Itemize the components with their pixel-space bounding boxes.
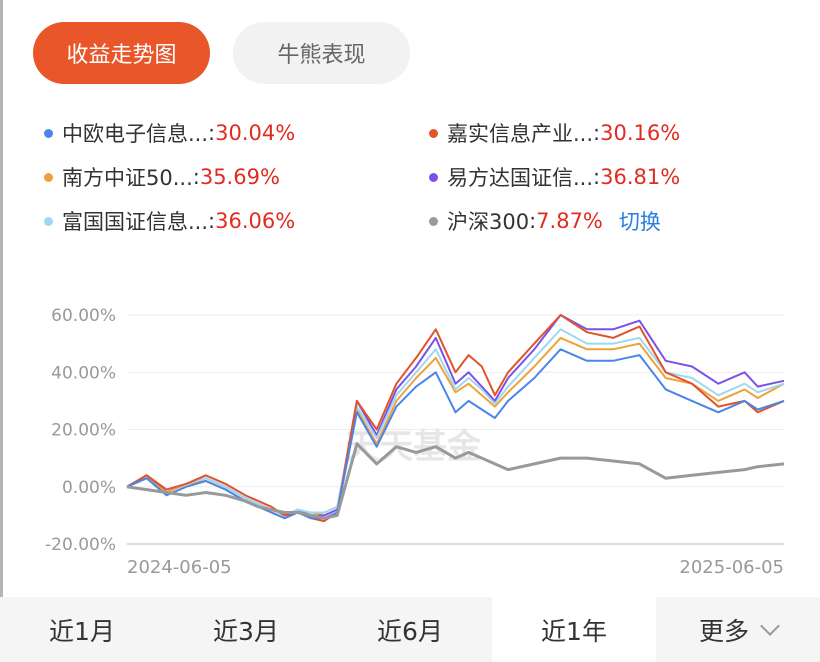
legend-name: 沪深300 xyxy=(447,210,530,234)
y-axis: 60.00% 40.00% 20.00% 0.00% -20.00% xyxy=(45,306,116,555)
period-more[interactable]: 更多 xyxy=(656,597,820,662)
series-line xyxy=(126,348,785,520)
legend-item: 中欧电子信息...: 30.04% xyxy=(44,118,295,148)
series-dot-icon xyxy=(429,128,438,138)
series-dot-icon xyxy=(429,216,438,226)
legend-name: 富国国证信息... xyxy=(62,210,209,234)
series-dot-icon xyxy=(44,128,53,138)
y-tick-label: 20.00% xyxy=(51,421,116,441)
legend-value: 7.87% xyxy=(536,209,603,233)
legend-value: 36.06% xyxy=(215,209,296,233)
legend-value: 35.69% xyxy=(199,165,280,189)
period-1y[interactable]: 近1年 xyxy=(492,597,656,662)
period-1m[interactable]: 近1月 xyxy=(49,616,115,646)
period-3m[interactable]: 近3月 xyxy=(213,616,279,646)
tab-bull-bear[interactable]: 牛熊表现 xyxy=(233,22,410,84)
y-tick-label: 40.00% xyxy=(51,363,116,383)
series-line xyxy=(126,328,785,517)
series-dot-icon xyxy=(44,172,53,182)
y-tick-label: -20.00% xyxy=(45,535,116,555)
series-line xyxy=(126,314,785,517)
switch-link[interactable]: 切换 xyxy=(618,210,661,234)
period-more-label: 更多 xyxy=(698,616,749,646)
period-selector: 近1月 近3月 近6月 近1年 更多 xyxy=(0,597,820,662)
window-edge xyxy=(0,0,3,662)
series-dot-icon xyxy=(44,216,53,226)
x-tick-label-start: 2024-06-05 xyxy=(127,557,232,578)
legend-item: 易方达国证信...: 36.81% xyxy=(429,162,680,192)
series-line xyxy=(126,314,785,523)
tab-return-trend[interactable]: 收益走势图 xyxy=(33,22,210,84)
legend-name: 中欧电子信息... xyxy=(62,122,209,146)
legend-item: 嘉实信息产业...: 30.16% xyxy=(429,118,680,148)
legend-value: 30.04% xyxy=(215,121,296,145)
chart-tabs: 收益走势图 牛熊表现 xyxy=(33,22,410,84)
period-6m[interactable]: 近6月 xyxy=(377,616,443,646)
y-tick-label: 60.00% xyxy=(51,306,116,326)
legend-item: 南方中证50...: 35.69% xyxy=(44,162,280,192)
chevron-down-icon xyxy=(760,615,780,636)
legend-item: 富国国证信息...: 36.06% xyxy=(44,206,295,236)
legend-value: 30.16% xyxy=(600,121,681,145)
legend-name: 南方中证50... xyxy=(62,166,193,190)
x-axis: 2024-06-05 2025-06-05 xyxy=(127,557,784,578)
series-line xyxy=(126,442,785,520)
y-tick-label: 0.00% xyxy=(62,478,116,498)
series-dot-icon xyxy=(429,172,438,182)
series-group xyxy=(126,314,785,523)
x-tick-label-end: 2025-06-05 xyxy=(679,557,784,578)
legend-item: 沪深300: 7.87% 切换 xyxy=(429,206,661,236)
watermark-text: 天天基金 xyxy=(345,427,482,467)
legend-name: 嘉实信息产业... xyxy=(447,122,594,146)
legend-value: 36.81% xyxy=(600,165,681,189)
legend-name: 易方达国证信... xyxy=(447,166,594,190)
line-chart: 天天基金 60.00% 40.00% 20.00% 0.00% -20.00% 2024… xyxy=(45,306,785,578)
